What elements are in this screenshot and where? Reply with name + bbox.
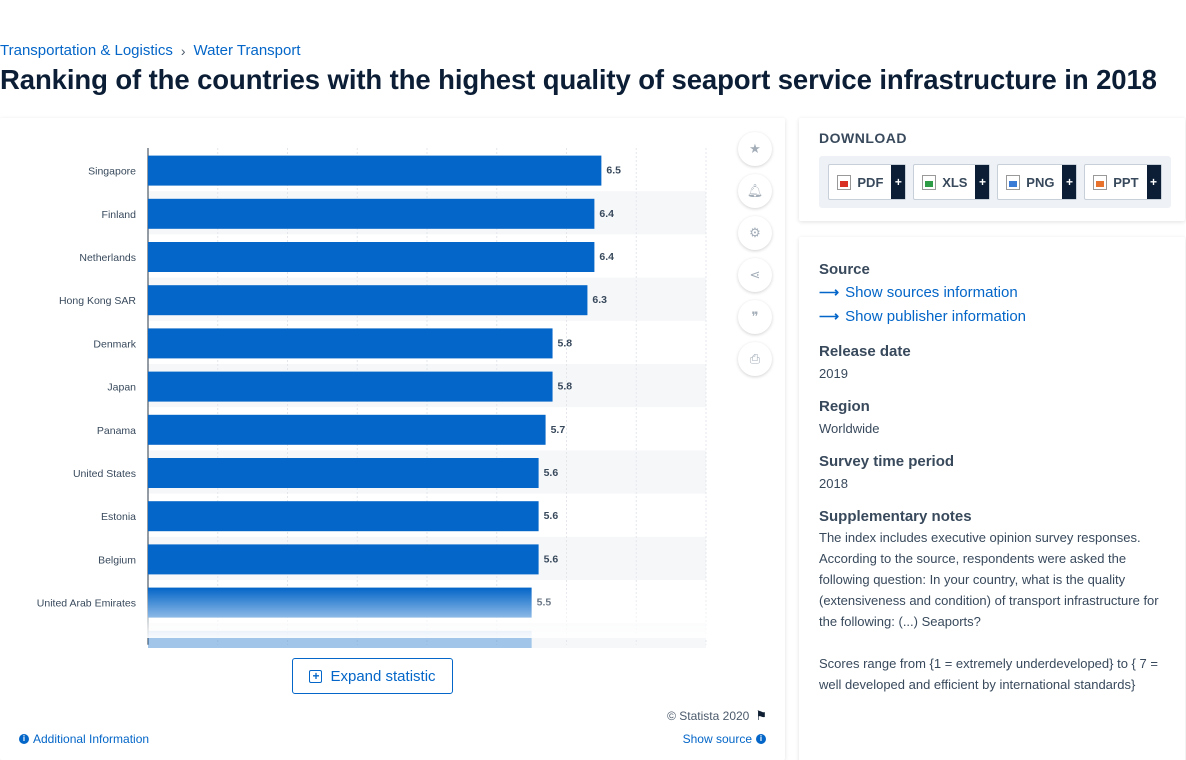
bar-truncated [148, 630, 532, 648]
release-date-value: 2019 [819, 366, 848, 381]
category-label: Hong Kong SAR [59, 295, 136, 307]
breadcrumb-subcategory-link[interactable]: Water Transport [193, 42, 301, 59]
png-file-icon [1006, 174, 1021, 190]
bar [148, 155, 602, 186]
show-source-link[interactable]: Show source i [683, 732, 766, 746]
download-pdf-label: PDF [857, 174, 884, 190]
copyright: © Statista 2020 ⚑ [667, 708, 767, 724]
data-label: 6.4 [599, 251, 614, 263]
data-label: 6.3 [592, 294, 607, 306]
data-label: 5.8 [558, 337, 573, 349]
bar [148, 371, 553, 402]
bar [148, 242, 595, 272]
download-ppt-label: PPT [1113, 174, 1139, 190]
page-title: Ranking of the countries with the highes… [0, 64, 1157, 95]
print-icon[interactable]: ⎙ [738, 342, 772, 376]
breadcrumb: Transportation & Logistics › Water Trans… [0, 42, 301, 59]
supplementary-notes-heading: Supplementary notes [819, 508, 972, 525]
show-sources-link[interactable]: ⟶ Show sources information [819, 284, 1018, 301]
bar [148, 414, 546, 445]
source-heading: Source [819, 261, 870, 278]
category-label: Singapore [88, 166, 136, 178]
data-label: 6.4 [599, 208, 614, 220]
show-source-label: Show source [682, 732, 752, 746]
data-label: 6.5 [606, 165, 621, 177]
info-icon: i [756, 734, 766, 744]
ppt-file-icon [1093, 174, 1108, 190]
breadcrumb-category-link[interactable]: Transportation & Logistics [0, 42, 173, 59]
bar [148, 328, 553, 359]
info-icon: i [19, 734, 29, 744]
bar [148, 458, 539, 488]
category-label: Denmark [93, 338, 136, 350]
plus-icon[interactable]: + [1062, 165, 1077, 199]
flag-icon[interactable]: ⚑ [755, 708, 767, 723]
show-publisher-label: Show publisher information [845, 308, 1027, 325]
category-label: United States [73, 468, 136, 480]
data-label: 5.6 [544, 510, 559, 522]
bar [148, 198, 595, 229]
region-heading: Region [819, 398, 870, 415]
expand-statistic-label: Expand statistic [330, 667, 436, 685]
additional-information-link[interactable]: i Additional Information [19, 732, 149, 746]
download-title: DOWNLOAD [819, 130, 907, 146]
bar [148, 587, 532, 618]
arrow-right-icon: ⟶ [819, 284, 840, 300]
xls-file-icon [922, 174, 937, 190]
download-xls-label: XLS [942, 174, 968, 190]
category-label: Estonia [101, 511, 136, 523]
release-date-heading: Release date [819, 343, 911, 360]
bar [148, 501, 539, 532]
chart-area: Singapore 6.5 Finland 6.4 Netherlands 6.4 Hong… [0, 118, 740, 648]
download-png-button[interactable]: PNG + [997, 164, 1078, 200]
expand-statistic-button[interactable]: + Expand statistic [292, 658, 453, 694]
plus-square-icon: + [309, 669, 323, 683]
category-label: United Arab Emirates [37, 598, 136, 610]
chart-card: Singapore 6.5 Finland 6.4 Netherlands 6.4 Hong… [0, 118, 785, 760]
chart-tools: ★ 🔔︎ ⚙ ⋖ ❞ ⎙ [738, 132, 772, 376]
survey-period-value: 2018 [819, 476, 848, 491]
data-label: 5.5 [537, 597, 552, 609]
share-icon[interactable]: ⋖ [738, 258, 772, 292]
data-label: 5.7 [551, 424, 566, 436]
gear-icon[interactable]: ⚙ [738, 216, 772, 250]
pdf-file-icon [837, 174, 852, 190]
statistic-info-panel: Source ⟶ Show sources information ⟶ Show… [799, 237, 1185, 760]
additional-information-label: Additional Information [33, 732, 150, 746]
download-pdf-button[interactable]: PDF + [828, 164, 907, 200]
notes-paragraph: Scores range from {1 = extremely underde… [819, 656, 1158, 692]
plus-icon[interactable]: + [975, 165, 990, 199]
supplementary-notes: The index includes executive opinion sur… [819, 527, 1159, 716]
bar [148, 285, 588, 316]
category-label: Belgium [98, 554, 136, 566]
category-label: Japan [107, 382, 136, 394]
quote-icon[interactable]: ❞ [738, 300, 772, 334]
bar-chart: Singapore 6.5 Finland 6.4 Netherlands 6.4 Hong… [37, 148, 707, 648]
copyright-text: © Statista 2020 [667, 709, 750, 723]
download-png-label: PNG [1026, 174, 1055, 190]
data-label: 5.6 [544, 467, 559, 479]
download-buttons: PDF + XLS + PNG + PPT + [819, 156, 1171, 208]
download-panel: DOWNLOAD PDF + XLS + PNG + PPT + [799, 118, 1185, 221]
download-xls-button[interactable]: XLS + [913, 164, 991, 200]
category-label: Finland [102, 209, 137, 221]
star-icon[interactable]: ★ [738, 132, 772, 166]
plus-icon[interactable]: + [891, 165, 906, 199]
data-label: 5.6 [544, 553, 559, 565]
show-sources-label: Show sources information [845, 284, 1018, 301]
notes-paragraph: The index includes executive opinion sur… [819, 530, 1159, 629]
region-value: Worldwide [819, 421, 880, 436]
data-label: 5.8 [558, 381, 573, 393]
download-ppt-button[interactable]: PPT + [1084, 164, 1162, 200]
category-label: Netherlands [79, 252, 136, 264]
bar [148, 544, 539, 575]
breadcrumb-separator: › [180, 42, 186, 59]
arrow-right-icon: ⟶ [819, 308, 840, 324]
bell-icon[interactable]: 🔔︎ [738, 174, 772, 208]
show-publisher-link[interactable]: ⟶ Show publisher information [819, 308, 1026, 325]
survey-period-heading: Survey time period [819, 453, 955, 470]
plus-icon[interactable]: + [1146, 165, 1161, 199]
category-label: Panama [97, 425, 136, 437]
